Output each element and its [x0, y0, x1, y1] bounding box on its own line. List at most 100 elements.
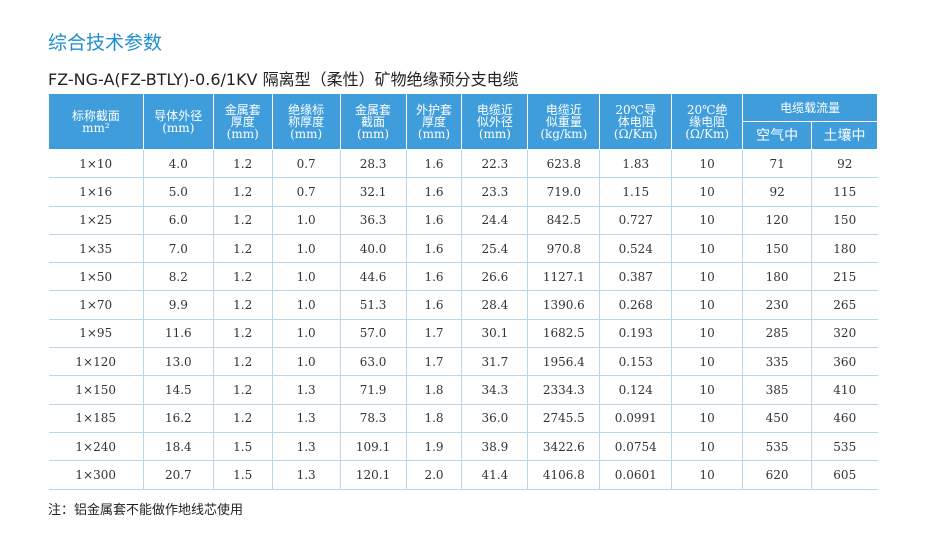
table-cell: 1.9 [406, 432, 463, 462]
header-line: (Ω/Km) [685, 126, 730, 141]
header-line: (mm) [162, 120, 195, 135]
table-row: 1×240 18.4 1.5 1.3 109.1 1.9 38.9 3422.6 0.0754 1… [48, 432, 878, 462]
header-line: 外护套 [415, 102, 452, 117]
table-cell: 1.6 [406, 262, 463, 292]
table-cell: 10 [671, 234, 744, 264]
table-cell: 20.7 [143, 460, 214, 490]
table-cell: 1.15 [599, 177, 673, 207]
header-line: 截面 [361, 114, 386, 129]
column-header: 金属套 厚度 (mm) [212, 93, 273, 150]
table-cell: 1.2 [213, 262, 273, 292]
table-cell: 265 [811, 290, 878, 320]
table-cell: 1.3 [272, 432, 341, 462]
table-cell: 842.5 [527, 206, 601, 235]
table-cell: 320 [811, 319, 878, 349]
header-line: 20℃导 [615, 102, 657, 117]
table-cell: 230 [742, 290, 813, 320]
table-cell: 44.6 [340, 262, 407, 292]
table-cell: 10 [671, 149, 744, 179]
title: 综合技术参数 [48, 32, 163, 54]
table-cell: 41.4 [461, 460, 529, 490]
table-row: 1×25 6.0 1.2 1.0 36.3 1.6 24.4 842.5 0.727 10 120 1… [48, 206, 878, 235]
table-cell: 1.8 [406, 375, 463, 405]
table-cell: 10 [671, 404, 744, 433]
table-cell: 1.8 [406, 404, 463, 433]
table-cell: 1.5 [213, 432, 273, 462]
table-cell: 6.0 [143, 206, 214, 235]
table-cell: 0.124 [599, 375, 673, 405]
table-cell: 1.5 [213, 460, 273, 490]
table-cell: 1×95 [48, 319, 144, 349]
table-cell: 120 [742, 206, 813, 235]
header-line: 20℃绝 [686, 102, 728, 117]
table-cell: 40.0 [340, 234, 407, 264]
table-cell: 63.0 [340, 347, 407, 377]
table-cell: 605 [811, 460, 878, 490]
table-cell: 57.0 [340, 319, 407, 349]
table-cell: 0.727 [599, 206, 673, 235]
table-cell: 11.6 [143, 319, 214, 349]
table-cell: 23.3 [461, 177, 529, 207]
table-cell: 115 [811, 177, 878, 207]
table-cell: 30.1 [461, 319, 529, 349]
table-cell: 1×10 [48, 149, 144, 179]
table-row: 1×120 13.0 1.2 1.0 63.0 1.7 31.7 1956.4 0.153 10 3… [48, 347, 878, 377]
table-cell: 10 [671, 290, 744, 320]
subcolumn-header: 空气中 [742, 121, 813, 150]
table-row: 1×150 14.5 1.2 1.3 71.9 1.8 34.3 2334.3 0.124 10 3… [48, 375, 878, 405]
table-cell: 4106.8 [527, 460, 601, 490]
table-cell: 78.3 [340, 404, 407, 433]
table-cell: 0.524 [599, 234, 673, 264]
table-cell: 535 [742, 432, 813, 462]
column-header: 外护套 厚度 (mm) [405, 93, 463, 150]
table-cell: 1×70 [48, 290, 144, 320]
header-row: 空气中 土壤中 [49, 121, 878, 150]
table-cell: 5.0 [143, 177, 214, 207]
spec-table: 标称截面 mm² 导体外径 (mm) 金属套 厚度 (mm) 绝缘标 称厚度 (mm) 金属套 截面(… [48, 93, 878, 490]
table-cell: 620 [742, 460, 813, 490]
table-cell: 8.2 [143, 262, 214, 292]
header-row: 标称截面 mm² 导体外径 (mm) 金属套 厚度 (mm) 绝缘标 称厚度 (mm) 金属套 截面(… [48, 93, 878, 150]
table-cell: 1.6 [406, 234, 463, 264]
column-header: 20℃绝 缘电阻 (Ω/Km) [671, 93, 744, 150]
table-cell: 7.0 [143, 234, 214, 264]
table-cell: 2.0 [406, 460, 463, 490]
table-cell: 0.387 [599, 262, 673, 292]
table-cell: 1×300 [48, 460, 144, 490]
header-line: (mm) [417, 126, 451, 141]
table-cell: 1×25 [48, 206, 144, 235]
table-cell: 109.1 [340, 432, 407, 462]
table-cell: 1.3 [272, 460, 341, 490]
group-header: 电缆载流量 [742, 93, 878, 122]
table-row: 1×50 8.2 1.2 1.0 44.6 1.6 26.6 1127.1 0.387 10 180… [48, 262, 878, 292]
table-cell: 1956.4 [527, 347, 601, 377]
table-cell: 10 [671, 177, 744, 207]
table-cell: 36.0 [461, 404, 529, 433]
table-cell: 1.6 [406, 149, 463, 179]
table-cell: 13.0 [143, 347, 214, 377]
table-cell: 1.0 [272, 319, 341, 349]
table-cell: 1390.6 [527, 290, 601, 320]
table-cell: 180 [742, 262, 813, 292]
table-cell: 0.7 [272, 149, 341, 179]
table-cell: 335 [742, 347, 813, 377]
header-line: mm² [82, 120, 110, 135]
table-cell: 180 [811, 234, 878, 264]
table-cell: 10 [671, 347, 744, 377]
table-cell: 450 [742, 404, 813, 433]
table-cell: 150 [811, 206, 878, 235]
table-cell: 10 [671, 432, 744, 462]
table-cell: 28.3 [340, 149, 407, 179]
table-cell: 51.3 [340, 290, 407, 320]
table-cell: 38.9 [461, 432, 529, 462]
header-line: 似重量 [545, 114, 582, 129]
table-cell: 0.0754 [599, 432, 673, 462]
table-cell: 92 [742, 177, 813, 207]
header-line: (mm) [356, 126, 390, 141]
header-line: 称厚度 [288, 114, 325, 129]
table-cell: 1.0 [272, 206, 341, 235]
table-cell: 1.2 [213, 404, 273, 433]
table-cell: 0.268 [599, 290, 673, 320]
table-cell: 1.2 [213, 290, 273, 320]
header-line: 标称截面 [71, 108, 120, 123]
